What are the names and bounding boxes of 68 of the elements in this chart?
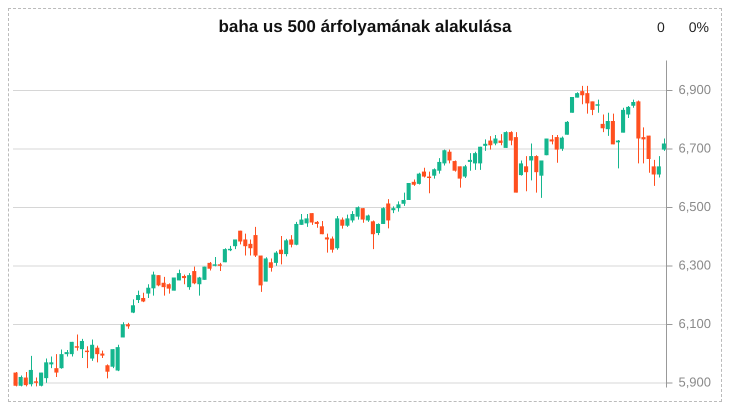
candlestick	[483, 138, 488, 152]
candlestick	[289, 234, 294, 248]
candlestick	[84, 346, 90, 369]
candlestick	[524, 156, 528, 192]
candlestick	[600, 114, 605, 133]
text: 0%	[688, 19, 709, 35]
candlestick	[518, 160, 524, 176]
candlestick	[59, 348, 64, 370]
candlestick	[278, 235, 284, 265]
candlestick	[544, 138, 549, 156]
candlestick	[616, 139, 620, 169]
candlestick	[120, 322, 125, 338]
candlestick	[370, 220, 375, 250]
candlestick	[662, 138, 666, 152]
candlestick	[212, 256, 217, 267]
candlestick	[80, 338, 84, 358]
candlestick	[416, 172, 421, 185]
candlestick	[529, 143, 534, 181]
text: 0	[656, 19, 665, 35]
candlestick	[284, 238, 288, 257]
candlestick	[28, 355, 33, 387]
candlestick	[493, 134, 498, 146]
candlestick	[422, 167, 426, 178]
candlestick	[130, 298, 136, 314]
candlestick	[187, 272, 192, 290]
candlestick	[24, 371, 28, 387]
candlestick	[74, 334, 79, 352]
candlestick	[560, 136, 564, 152]
y-tick-label: 5,900	[678, 374, 712, 390]
y-tick-label: 6,700	[678, 140, 712, 156]
candlestick	[534, 154, 538, 194]
candlestick	[192, 266, 196, 285]
candlestick	[18, 375, 23, 387]
candlestick	[90, 339, 94, 362]
candlestick	[268, 258, 273, 272]
candlestick	[504, 130, 508, 148]
candlestick	[447, 149, 452, 164]
candlestick	[656, 156, 661, 178]
candlestick	[136, 290, 140, 304]
candlestick	[182, 274, 186, 285]
candlestick	[381, 206, 386, 224]
candlestick	[376, 222, 380, 236]
candlestick	[606, 112, 610, 136]
y-tick-label: 6,300	[678, 257, 712, 272]
candlestick	[596, 99, 600, 114]
y-tick-label: 6,900	[678, 82, 712, 97]
candlestick	[488, 136, 492, 150]
candlestick	[386, 198, 390, 229]
candlestick	[564, 120, 569, 136]
candlestick	[427, 171, 432, 194]
candlestick	[360, 208, 365, 224]
candlestick	[274, 250, 278, 266]
y-tick-label: 6,100	[678, 316, 712, 331]
candlestick	[462, 164, 467, 179]
candlestick	[105, 364, 110, 379]
candlestick	[14, 371, 18, 387]
candlestick	[652, 159, 656, 186]
candlestick	[320, 220, 324, 235]
candlestick	[141, 292, 146, 303]
chart-title: baha us 500 árfolyamának alakulása	[218, 17, 512, 36]
candlestick	[340, 217, 344, 230]
candlestick	[396, 200, 400, 212]
candlestick	[54, 354, 58, 378]
y-tick-label: 6,500	[678, 198, 712, 214]
candlestick	[498, 134, 503, 146]
candlestick	[610, 113, 615, 145]
candlestick	[264, 256, 268, 282]
candlestick	[539, 160, 544, 198]
